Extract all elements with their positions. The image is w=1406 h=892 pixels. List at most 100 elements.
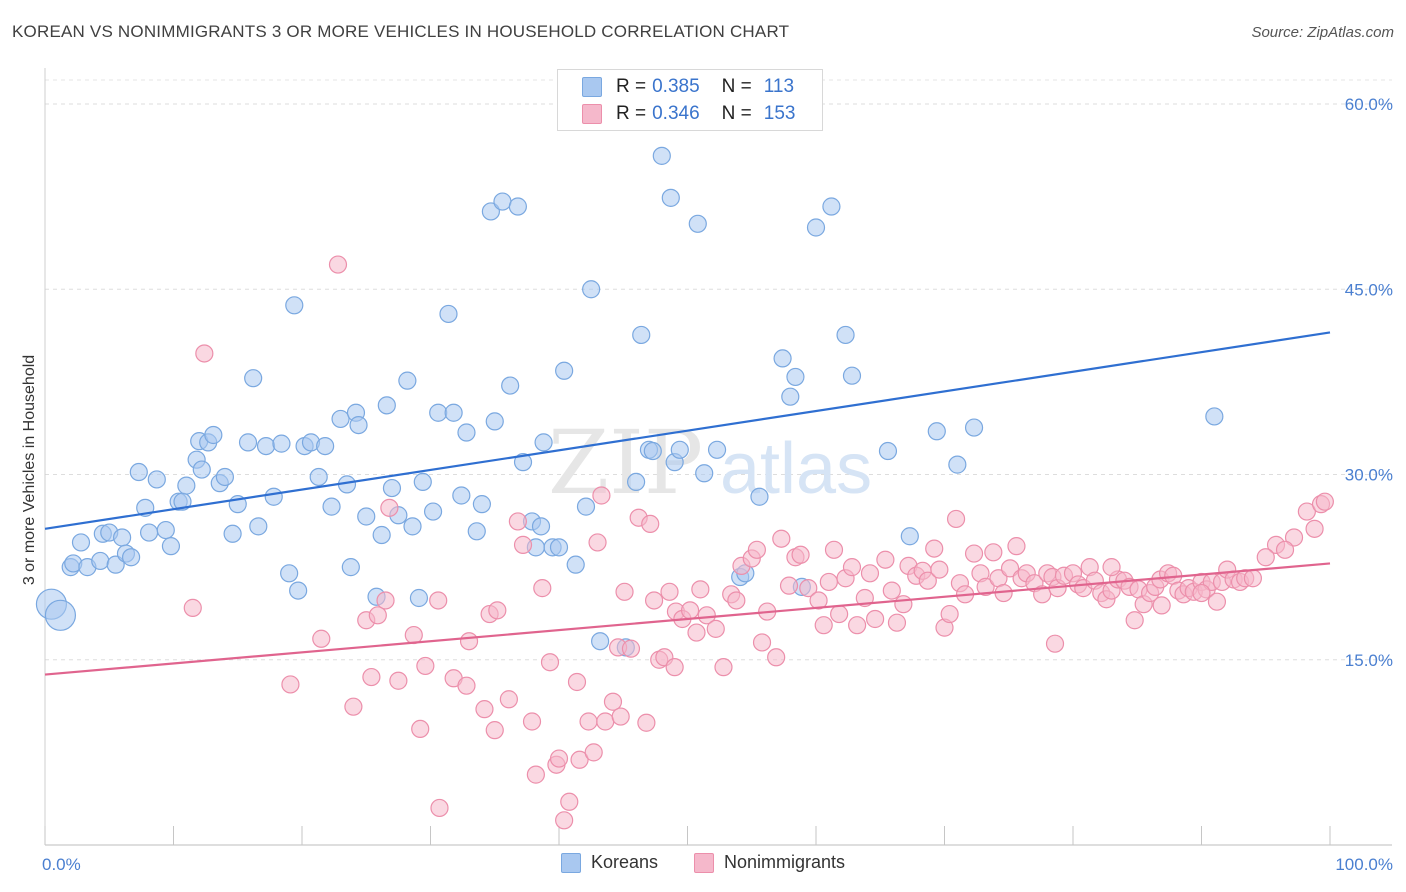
nonimmigrant-point bbox=[567, 672, 587, 692]
korean-point bbox=[44, 599, 77, 631]
x-tick-label: 0.0% bbox=[42, 855, 81, 874]
korean-point bbox=[501, 376, 520, 395]
nonimmigrant-point bbox=[1000, 559, 1020, 578]
legend-row-nonimmigrants: R = 0.346 N = 153 bbox=[582, 103, 795, 125]
nonimmigrant-point bbox=[389, 671, 408, 690]
nonimmigrant-point bbox=[799, 579, 818, 598]
legend-item-koreans: Koreans bbox=[560, 852, 658, 873]
axes bbox=[44, 68, 1392, 846]
y-tick-label: 45.0% bbox=[1345, 280, 1393, 299]
korean-point bbox=[357, 507, 376, 526]
stats-legend: R = 0.385 N = 113 R = 0.346 N = 153 bbox=[557, 69, 823, 131]
korean-point bbox=[750, 487, 769, 506]
nonimmigrant-point bbox=[641, 514, 660, 534]
korean-point bbox=[508, 197, 527, 216]
korean-point bbox=[481, 202, 500, 221]
nonimmigrant-point bbox=[814, 616, 833, 635]
nonimmigrant-point bbox=[328, 255, 348, 274]
nonimmigrant-point bbox=[665, 658, 684, 677]
nonimmigrant-point bbox=[1152, 596, 1171, 615]
legend-n-value-nonimmigrants: 153 bbox=[763, 103, 796, 124]
korean-point bbox=[439, 304, 458, 324]
nonimmigrant-point bbox=[592, 486, 611, 505]
trend-lines bbox=[44, 331, 1331, 676]
korean-point bbox=[786, 367, 805, 387]
korean-point bbox=[264, 487, 283, 506]
nonimmigrant-point bbox=[940, 604, 959, 624]
legend-label-nonimmigrants: Nonimmigrants bbox=[724, 852, 846, 872]
korean-point bbox=[836, 325, 855, 345]
nonimmigrant-point bbox=[584, 743, 603, 762]
nonimmigrant-point bbox=[540, 653, 560, 672]
source-credit: Source: ZipAtlas.com bbox=[1251, 24, 1394, 41]
nonimmigrant-point bbox=[1243, 569, 1263, 588]
nonimmigrant-point bbox=[830, 604, 849, 624]
nonimmigrant-point bbox=[621, 639, 641, 658]
nonimmigrant-point bbox=[660, 582, 679, 601]
korean-point bbox=[413, 472, 432, 492]
nonimmigrant-point bbox=[560, 792, 579, 811]
korean-point bbox=[112, 528, 132, 547]
korean-point bbox=[409, 588, 429, 608]
korean-point bbox=[139, 523, 159, 542]
nonimmigrant-point bbox=[457, 676, 476, 695]
korean-point bbox=[215, 467, 234, 487]
korean-point bbox=[531, 517, 551, 536]
korean-point bbox=[695, 464, 714, 483]
legend-n-label: N = bbox=[721, 76, 752, 97]
nonimmigrant-point bbox=[1192, 583, 1211, 603]
korean-point bbox=[566, 555, 585, 574]
series-legend: Koreans Nonimmigrants bbox=[0, 852, 1406, 873]
korean-point bbox=[549, 538, 569, 557]
korean-point bbox=[341, 558, 360, 577]
legend-r-label: R = bbox=[616, 103, 647, 124]
nonimmigrant-point bbox=[767, 648, 786, 667]
nonimmigrant-point bbox=[752, 633, 772, 652]
legend-n-value-koreans: 113 bbox=[763, 76, 795, 97]
nonimmigrant-point bbox=[475, 700, 494, 719]
korean-point bbox=[652, 146, 671, 165]
korean-point bbox=[429, 403, 448, 422]
korean-point bbox=[192, 460, 211, 479]
koreans-trend-line bbox=[44, 331, 1331, 530]
korean-point bbox=[773, 349, 792, 368]
nonimmigrant-point bbox=[611, 707, 630, 726]
korean-point bbox=[280, 564, 299, 583]
nonimmigrant-point bbox=[1297, 502, 1316, 521]
nonimmigrant-point bbox=[555, 811, 574, 830]
nonimmigrant-point bbox=[488, 601, 507, 620]
korean-point bbox=[534, 433, 553, 452]
nonimmigrant-point bbox=[925, 539, 944, 558]
nonimmigrant-point bbox=[866, 609, 885, 629]
nonimmigrant-point bbox=[772, 529, 791, 548]
nonimmigrant-point bbox=[644, 591, 664, 610]
nonimmigrant-point bbox=[984, 543, 1003, 562]
nonimmigrant-point bbox=[779, 576, 799, 595]
nonimmigrant-point bbox=[1102, 558, 1121, 577]
nonimmigrant-point bbox=[1315, 492, 1334, 511]
nonimmigrant-point bbox=[183, 598, 202, 617]
nonimmigrant-point bbox=[533, 579, 552, 598]
legend-swatch-nonimmigrants bbox=[582, 104, 602, 124]
korean-point bbox=[177, 476, 196, 495]
nonimmigrant-point bbox=[485, 721, 504, 740]
nonimmigrant-point bbox=[526, 765, 545, 784]
korean-point bbox=[555, 361, 574, 380]
korean-point bbox=[272, 434, 291, 453]
nonimmigrant-point bbox=[376, 591, 395, 610]
nonimmigrants-points bbox=[183, 255, 1334, 830]
nonimmigrant-point bbox=[860, 564, 880, 583]
legend-swatch-koreans bbox=[582, 77, 602, 97]
nonimmigrant-point bbox=[588, 533, 607, 552]
nonimmigrant-point bbox=[615, 582, 634, 601]
korean-point bbox=[822, 197, 841, 216]
korean-point bbox=[372, 525, 391, 545]
korean-point bbox=[244, 369, 263, 388]
nonimmigrant-point bbox=[714, 658, 733, 677]
nonimmigrant-point bbox=[964, 544, 984, 563]
korean-point bbox=[626, 472, 646, 492]
korean-point bbox=[349, 416, 368, 435]
nonimmigrant-point bbox=[1305, 519, 1324, 538]
korean-point bbox=[382, 478, 402, 498]
nonimmigrant-point bbox=[1256, 548, 1275, 567]
